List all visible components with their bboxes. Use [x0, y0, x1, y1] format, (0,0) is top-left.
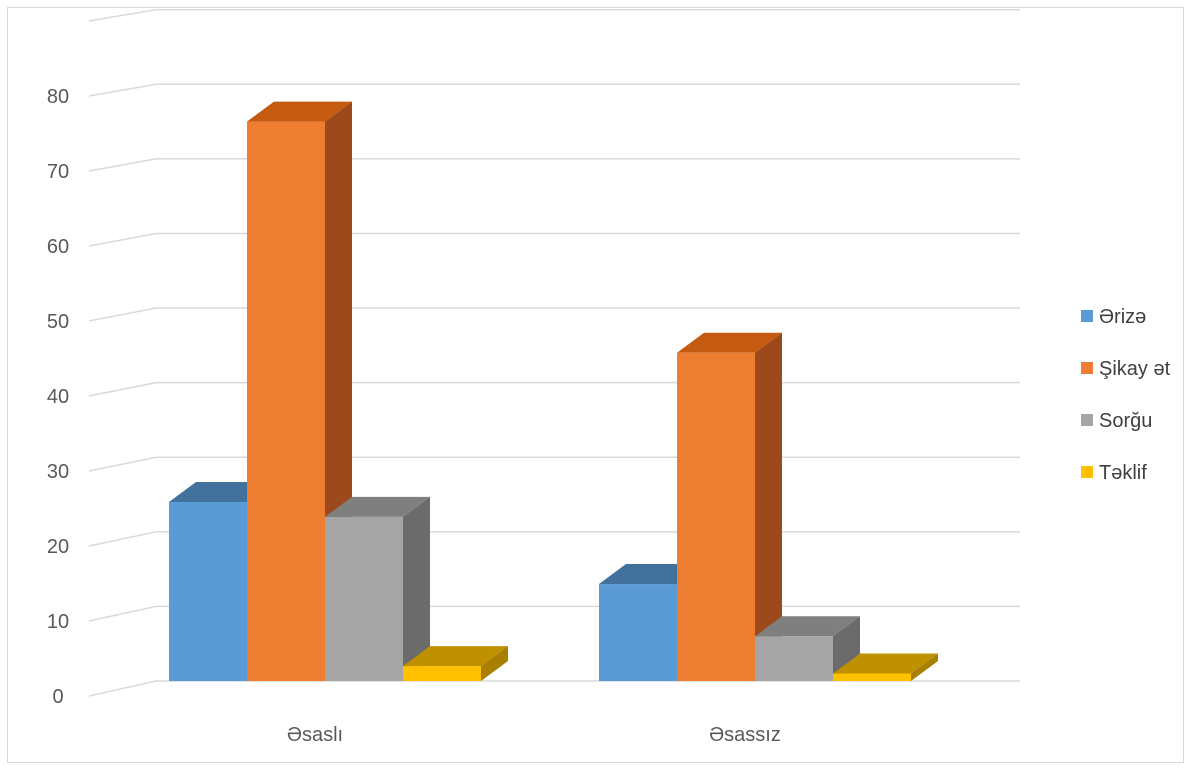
- bar-top: [755, 616, 860, 637]
- bar-front: [247, 121, 325, 681]
- y-tick-label: 80: [47, 86, 69, 108]
- gridline: [88, 456, 1020, 472]
- y-axis-tick-labels: 0 10 20 30 40 50 60 70 80: [47, 86, 69, 708]
- legend-label: Sorğu: [1099, 410, 1152, 432]
- bar: [833, 653, 938, 681]
- y-tick-label: 20: [47, 536, 69, 558]
- gridline: [88, 158, 1020, 172]
- gridline: [88, 307, 1020, 322]
- gridline: [88, 381, 1020, 397]
- bar-side: [403, 496, 430, 681]
- gridline: [88, 232, 1020, 247]
- y-tick-label: 70: [47, 161, 69, 183]
- legend-label: Ərizə: [1099, 306, 1146, 328]
- y-tick-label: 0: [52, 686, 63, 708]
- bar: [325, 496, 430, 681]
- chart-svg: 0 10 20 30 40 50 60 70 80 Əsaslı Əsassız Ərizə Şik…: [47, 8, 1171, 746]
- bar-front: [403, 666, 481, 681]
- y-tick-label: 30: [47, 461, 69, 483]
- legend-item: Şikay ət: [1081, 358, 1171, 380]
- bar: [403, 646, 508, 681]
- gridline: [88, 83, 1020, 97]
- y-tick-label: 10: [47, 611, 69, 633]
- bar-side: [911, 653, 938, 681]
- bar: [677, 332, 782, 681]
- bar-top: [325, 496, 430, 517]
- legend-item: Təklif: [1081, 462, 1147, 484]
- bar-front: [755, 636, 833, 681]
- bar-top: [833, 653, 938, 674]
- y-tick-label: 40: [47, 386, 69, 408]
- y-tick-label: 50: [47, 311, 69, 333]
- legend-item: Ərizə: [1081, 306, 1146, 328]
- legend-label: Şikay ət: [1099, 358, 1171, 380]
- x-axis-category-labels: Əsaslı Əsassız: [287, 724, 781, 746]
- y-tick-label: 60: [47, 236, 69, 258]
- bar-front: [677, 352, 755, 681]
- bar-side: [755, 332, 782, 681]
- x-category-label: Əsaslı: [287, 724, 343, 746]
- bar-front: [833, 673, 911, 681]
- bars: [169, 101, 938, 681]
- legend-swatch: [1081, 362, 1093, 374]
- chart-frame: 0 10 20 30 40 50 60 70 80 Əsaslı Əsassız Ərizə Şik…: [7, 7, 1184, 763]
- legend-swatch: [1081, 466, 1093, 478]
- legend-item: Sorğu: [1081, 410, 1152, 432]
- bar-top: [403, 646, 508, 667]
- bar-front: [325, 516, 403, 681]
- bar-front: [599, 584, 677, 681]
- legend: Ərizə Şikay ət Sorğu Təklif: [1081, 306, 1171, 484]
- bar-side: [481, 646, 508, 681]
- legend-swatch: [1081, 310, 1093, 322]
- bar-top: [247, 101, 352, 122]
- legend-swatch: [1081, 414, 1093, 426]
- legend-label: Təklif: [1099, 462, 1147, 484]
- x-category-label: Əsassız: [709, 724, 781, 746]
- gridline: [88, 8, 1020, 22]
- bar-front: [169, 501, 247, 681]
- bar-top: [677, 332, 782, 353]
- gridline: [88, 680, 1020, 697]
- gridlines: [88, 8, 1020, 697]
